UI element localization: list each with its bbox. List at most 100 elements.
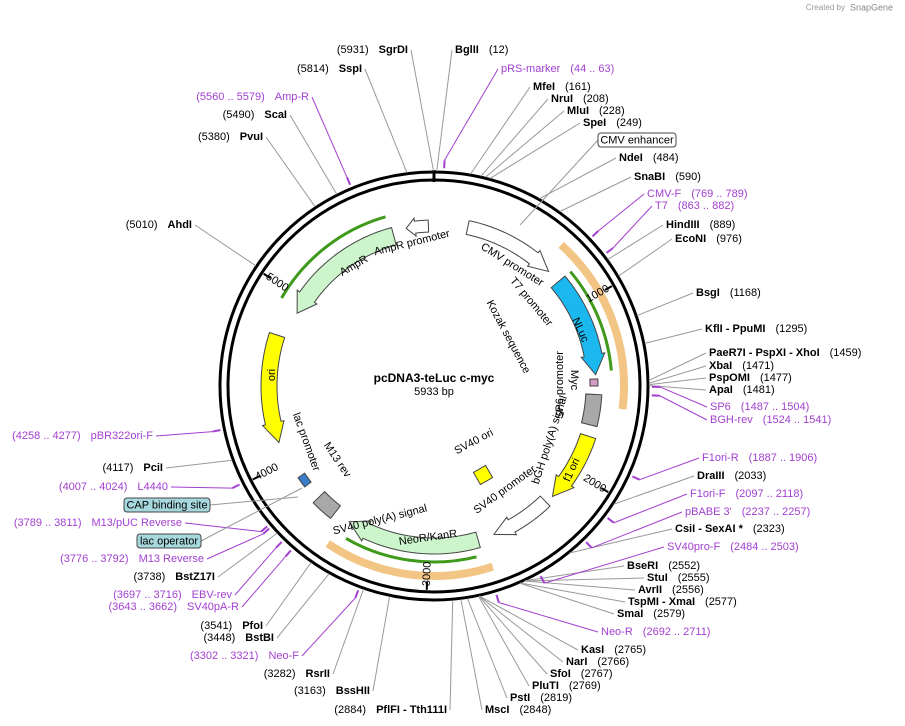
- primer-site: [275, 541, 283, 549]
- enzyme-label: (3541) PfoI: [200, 620, 263, 632]
- enzyme-site: (1481): [743, 384, 775, 396]
- primer-site: [346, 177, 352, 186]
- enzyme-leader: [479, 595, 564, 663]
- primer-label: F1ori-R (1887 .. 1906): [702, 452, 817, 464]
- enzyme-leader: [276, 573, 330, 639]
- enzyme-leader: [485, 110, 565, 178]
- primer-site: [606, 247, 614, 254]
- enzyme-leader: [436, 49, 453, 172]
- primer-name: L4440: [137, 481, 168, 493]
- enzyme-name: BstZ17I: [175, 571, 215, 583]
- primer-name: Amp-R: [275, 91, 309, 103]
- primer-site: [631, 475, 641, 481]
- enzyme-leader: [613, 475, 695, 505]
- tick-mark: [600, 487, 609, 494]
- enzyme-leader: [520, 582, 626, 603]
- enzyme-site: (5814): [297, 63, 329, 75]
- feature-box-label: lac operator: [140, 535, 198, 547]
- enzyme-name: BseRI: [627, 560, 658, 572]
- enzyme-label: (3163) BssHII: [294, 685, 370, 697]
- enzyme-site: (3738): [133, 571, 165, 583]
- feature-label: M13 rev: [321, 440, 353, 480]
- enzyme-name: AvrII: [638, 584, 662, 596]
- enzyme-name: SfoI: [550, 668, 571, 680]
- enzyme-leader: [410, 49, 435, 172]
- feature-shape: [580, 393, 603, 428]
- enzyme-name: BstBI: [245, 632, 274, 644]
- primer-leader: [234, 547, 277, 596]
- primer-range: (5560 .. 5579): [196, 91, 265, 103]
- enzyme-leader: [478, 596, 530, 687]
- feature-band: [558, 241, 628, 410]
- primer-range: (2692 .. 2711): [643, 626, 711, 638]
- primer-range: (1524 .. 1541): [763, 414, 832, 426]
- primer-name: BGH-rev: [710, 414, 753, 426]
- enzyme-site: (2579): [653, 608, 685, 620]
- enzyme-site: (2884): [334, 704, 366, 716]
- enzyme-name: PflFI - Tth111I: [376, 704, 447, 716]
- enzyme-name: SpeI: [583, 117, 606, 129]
- enzyme-label: ApaI (1481): [709, 384, 775, 396]
- primer-site: [495, 594, 500, 603]
- enzyme-name: NdeI: [619, 152, 643, 164]
- enzyme-name: MfeI: [533, 81, 555, 93]
- feature-box-label: CMV enhancer: [600, 134, 674, 146]
- primer-site: [262, 527, 270, 535]
- enzyme-name: KasI: [581, 644, 604, 656]
- primer-name: M13/pUC Reverse: [92, 517, 182, 529]
- enzyme-leader: [524, 577, 645, 582]
- primer-site: [284, 549, 292, 558]
- primer-site: [591, 230, 600, 238]
- primer-range: (3302 .. 3321): [190, 650, 259, 662]
- enzyme-site: (1295): [776, 323, 808, 335]
- enzyme-label: MfeI (161): [533, 81, 591, 93]
- enzyme-label: KasI (2765): [581, 644, 646, 656]
- enzyme-leader: [648, 352, 707, 381]
- primer-name: pRS-marker: [501, 63, 561, 75]
- primer-name: F1ori-R: [702, 452, 739, 464]
- feature-box-label: CAP binding site: [126, 499, 207, 511]
- enzyme-label: (3738) BstZ17I: [133, 571, 215, 583]
- primer-site: [606, 517, 615, 524]
- enzyme-leader: [519, 582, 615, 615]
- enzyme-leader: [194, 224, 257, 267]
- tick-label: 4000: [253, 461, 280, 483]
- enzyme-name: DraIII: [697, 470, 725, 482]
- feature-band: [325, 540, 494, 580]
- enzyme-name: ApaI: [709, 384, 733, 396]
- enzyme-label: TspMI - XmaI (2577): [628, 596, 737, 608]
- enzyme-leader: [569, 528, 673, 554]
- primer-leader: [659, 395, 708, 421]
- enzyme-label: EcoNI (976): [675, 233, 742, 245]
- primer-name: pBR322ori-F: [91, 430, 154, 442]
- enzyme-site: (2766): [597, 656, 629, 668]
- feature-label: Kozak sequence: [484, 298, 533, 375]
- feature-label: SP6 promoter: [554, 351, 566, 419]
- primer-leader: [498, 602, 599, 633]
- enzyme-site: (2765): [614, 644, 646, 656]
- enzyme-site: (2769): [569, 680, 601, 692]
- primer-range: (1487 .. 1504): [741, 401, 810, 413]
- enzyme-site: (484): [653, 152, 679, 164]
- primer-leader: [241, 556, 286, 608]
- enzyme-label: StuI (2555): [647, 572, 710, 584]
- enzyme-site: (976): [716, 233, 742, 245]
- plasmid-name: pcDNA3-teLuc c-myc: [374, 371, 495, 385]
- enzyme-leader: [332, 588, 364, 675]
- enzyme-site: (2552): [668, 560, 700, 572]
- enzyme-label: HindIII (889): [666, 219, 735, 231]
- enzyme-site: (2819): [540, 692, 572, 704]
- primer-site: [260, 525, 268, 533]
- primer-name: T7: [655, 200, 668, 212]
- enzyme-label: SmaI (2579): [617, 608, 685, 620]
- enzyme-name: TspMI - XmaI: [628, 596, 695, 608]
- enzyme-name: PvuI: [240, 131, 263, 143]
- enzyme-site: (3163): [294, 685, 326, 697]
- primer-name: EBV-rev: [192, 589, 233, 601]
- primer-label: T7 (863 .. 882): [655, 200, 734, 212]
- enzyme-label: (5814) SspI: [297, 63, 362, 75]
- tick-label: 3000: [421, 561, 434, 586]
- enzyme-site: (208): [583, 93, 609, 105]
- primer-range: (2097 .. 2118): [735, 488, 803, 500]
